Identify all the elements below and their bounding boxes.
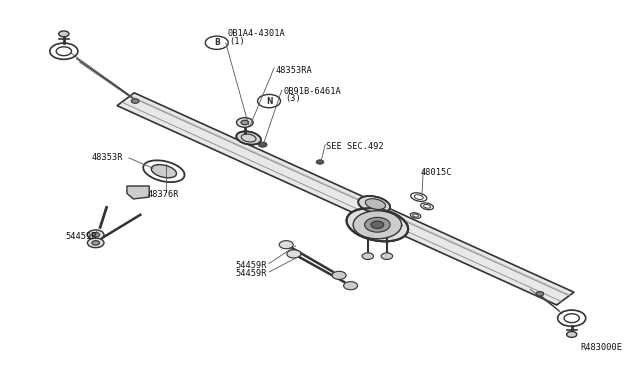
Text: N: N <box>266 97 272 106</box>
Text: R483000E: R483000E <box>580 343 623 352</box>
Circle shape <box>258 142 267 147</box>
Circle shape <box>316 160 324 164</box>
Text: 0B1A4-4301A: 0B1A4-4301A <box>228 29 285 38</box>
Circle shape <box>332 271 346 279</box>
Text: B: B <box>214 38 220 47</box>
Text: 48353RA: 48353RA <box>275 66 312 75</box>
Circle shape <box>371 221 384 228</box>
Text: 54459R: 54459R <box>236 269 267 278</box>
Circle shape <box>353 211 401 239</box>
Circle shape <box>237 118 253 127</box>
Circle shape <box>362 253 374 260</box>
Circle shape <box>566 331 577 337</box>
Circle shape <box>279 241 293 249</box>
Ellipse shape <box>358 196 390 213</box>
Text: (1): (1) <box>230 37 245 46</box>
Ellipse shape <box>236 131 261 145</box>
Circle shape <box>365 217 390 232</box>
Circle shape <box>344 282 358 290</box>
Circle shape <box>92 232 100 237</box>
Circle shape <box>59 31 69 37</box>
Text: 54459R: 54459R <box>236 260 267 270</box>
Circle shape <box>92 241 100 245</box>
Circle shape <box>287 250 301 258</box>
Text: (3): (3) <box>285 94 301 103</box>
Text: 48376R: 48376R <box>148 190 179 199</box>
Polygon shape <box>117 93 574 305</box>
Ellipse shape <box>151 165 177 178</box>
Ellipse shape <box>346 208 408 241</box>
Text: 48015C: 48015C <box>420 167 452 177</box>
Text: 48353R: 48353R <box>92 153 124 162</box>
Polygon shape <box>127 186 149 199</box>
Text: 54459R: 54459R <box>65 232 97 241</box>
Ellipse shape <box>365 199 385 209</box>
Circle shape <box>381 253 393 260</box>
Circle shape <box>241 120 248 125</box>
Text: 0B91B-6461A: 0B91B-6461A <box>283 87 340 96</box>
Circle shape <box>88 230 104 240</box>
Circle shape <box>88 238 104 248</box>
Circle shape <box>131 99 139 103</box>
Circle shape <box>536 292 543 296</box>
Text: SEE SEC.492: SEE SEC.492 <box>326 142 384 151</box>
